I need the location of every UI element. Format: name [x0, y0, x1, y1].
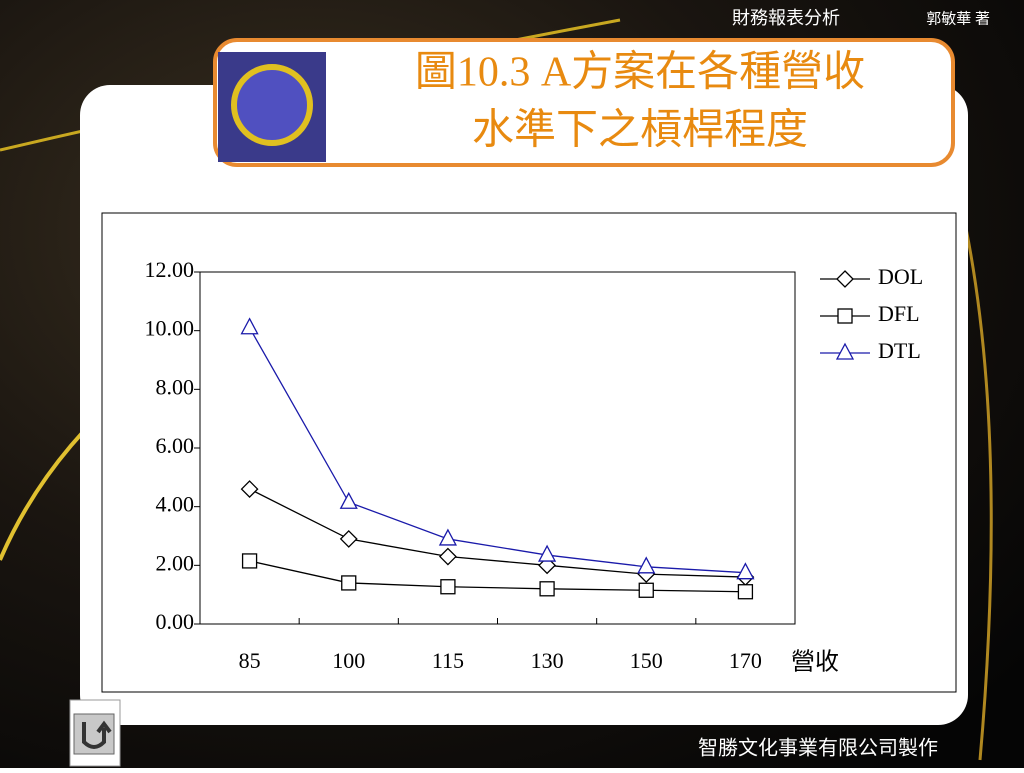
marker: [440, 579, 456, 595]
series-line: [249, 327, 746, 574]
marker: [438, 528, 458, 546]
book-title: 財務報表分析: [732, 8, 840, 28]
marker: [737, 584, 754, 600]
marker: [736, 562, 755, 580]
marker: [836, 270, 854, 288]
marker: [241, 553, 258, 569]
slide-title: 水準下之槓桿程度: [472, 108, 808, 154]
marker: [835, 342, 855, 360]
y-tick-label: 2.00: [156, 550, 195, 575]
footer: 智勝文化事業有限公司製作: [698, 737, 938, 760]
marker: [638, 582, 654, 598]
y-tick-label: 6.00: [156, 433, 195, 458]
x-axis-label: 營收: [791, 649, 839, 676]
marker: [637, 556, 656, 574]
x-tick-label: 130: [531, 648, 564, 673]
y-tick-label: 12.00: [145, 257, 195, 282]
slide-title: 圖10.3 A方案在各種營收: [415, 49, 865, 96]
x-tick-label: 100: [332, 648, 365, 673]
title-image-gear: [231, 64, 313, 146]
x-tick-label: 170: [729, 648, 762, 673]
decoration: [958, 199, 993, 761]
marker: [240, 317, 259, 335]
marker: [539, 581, 555, 597]
y-tick-label: 4.00: [156, 492, 195, 517]
chart-frame: [101, 212, 957, 693]
x-tick-label: 85: [239, 648, 261, 673]
marker: [341, 575, 357, 591]
marker: [837, 308, 853, 324]
series-line: [249, 488, 746, 578]
back-icon[interactable]: [82, 720, 112, 749]
marker: [339, 530, 358, 548]
legend-label: DOL: [878, 264, 923, 289]
back-button[interactable]: [69, 699, 121, 767]
author: 郭敏華 著: [926, 10, 990, 27]
x-tick-label: 115: [432, 648, 464, 673]
legend-label: DTL: [878, 338, 921, 363]
y-tick-label: 0.00: [156, 609, 195, 634]
marker: [438, 547, 457, 566]
x-tick-label: 150: [630, 648, 663, 673]
marker: [339, 491, 358, 509]
y-tick-label: 10.00: [145, 316, 195, 341]
series-line: [249, 560, 746, 593]
legend-label: DFL: [878, 301, 920, 326]
marker: [240, 480, 259, 498]
title-banner: [213, 38, 955, 167]
y-tick-label: 8.00: [156, 374, 195, 399]
marker: [537, 544, 557, 562]
